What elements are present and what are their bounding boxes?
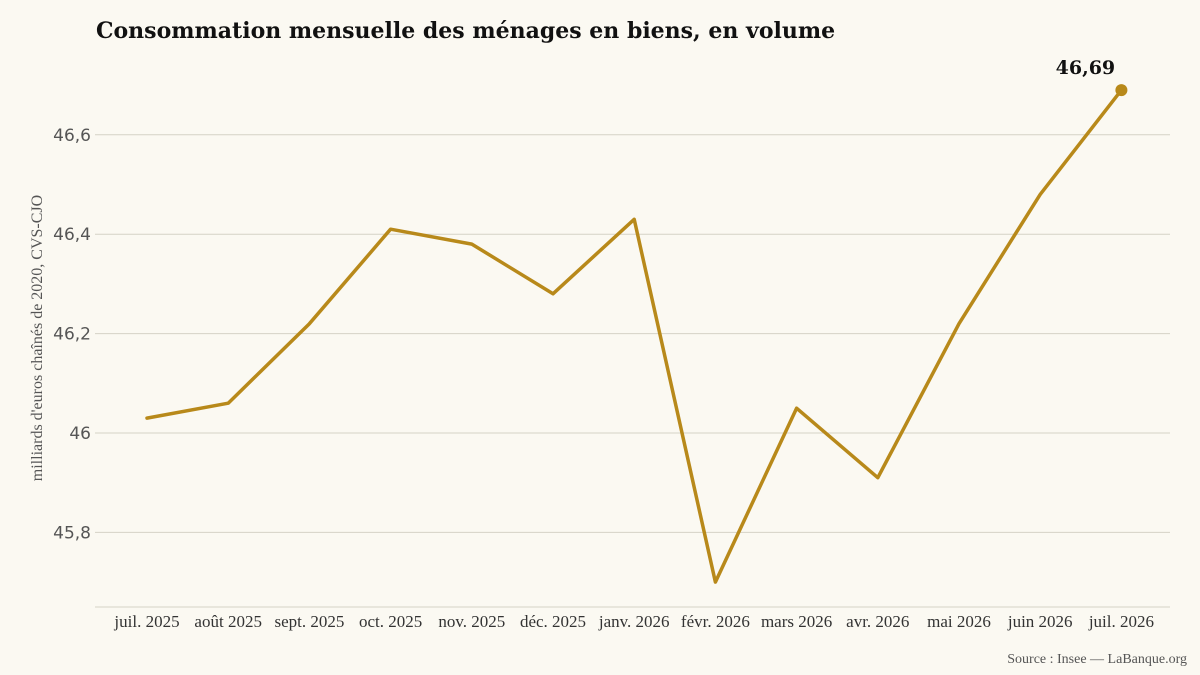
x-tick-label: janv. 2026 <box>598 612 670 631</box>
y-tick-label: 46,6 <box>53 126 91 146</box>
x-axis-ticks: juil. 2025 août 2025 sept. 2025 oct. 2025 no… <box>113 612 1154 631</box>
y-axis-ticks: 45,8 46 46,2 46,4 46,6 <box>53 126 91 544</box>
gridlines <box>95 134 1170 533</box>
data-points <box>1115 84 1128 97</box>
x-tick-label: août 2025 <box>194 612 262 631</box>
x-tick-label: oct. 2025 <box>359 612 422 631</box>
x-tick-label: févr. 2026 <box>681 612 750 631</box>
chart-title: Consommation mensuelle des ménages en bi… <box>96 18 836 44</box>
y-tick-label: 46,4 <box>53 225 91 245</box>
x-tick-label: déc. 2025 <box>520 612 586 631</box>
y-tick-label: 46 <box>69 424 91 444</box>
x-tick-label: sept. 2025 <box>274 612 344 631</box>
x-tick-label: mars 2026 <box>761 612 832 631</box>
x-tick-label: juin 2026 <box>1007 612 1073 631</box>
x-tick-label: juil. 2025 <box>113 612 179 631</box>
x-tick-label: mai 2026 <box>927 612 991 631</box>
x-tick-label: nov. 2025 <box>438 612 505 631</box>
x-tick-label: juil. 2026 <box>1088 612 1154 631</box>
source-note: Source : Insee — LaBanque.org <box>1007 652 1187 667</box>
x-tick-label: avr. 2026 <box>846 612 909 631</box>
last-value-label: 46,69 <box>1056 57 1116 79</box>
y-tick-label: 45,8 <box>53 523 91 543</box>
y-axis-label: milliards d'euros chaînés de 2020, CVS-C… <box>29 195 46 481</box>
last-data-point <box>1115 84 1128 97</box>
y-tick-label: 46,2 <box>53 325 91 345</box>
series-line <box>145 88 1124 584</box>
